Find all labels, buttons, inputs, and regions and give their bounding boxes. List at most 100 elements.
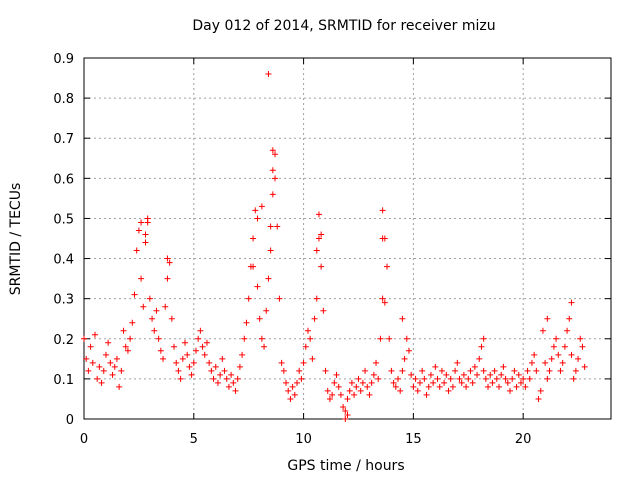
data-point (300, 359, 307, 366)
chart-title: Day 012 of 2014, SRMTID for receiver miz… (192, 18, 495, 34)
data-point (102, 351, 109, 358)
data-point (456, 375, 463, 382)
data-point (298, 375, 305, 382)
data-point (515, 371, 522, 378)
data-point (274, 223, 281, 230)
data-point (496, 383, 503, 390)
data-point (232, 387, 239, 394)
data-point (414, 387, 421, 394)
data-point (344, 395, 351, 402)
data-point (234, 375, 241, 382)
data-point (280, 367, 287, 374)
data-point (254, 215, 261, 222)
data-point (504, 379, 511, 386)
data-point (206, 359, 213, 366)
data-point (116, 383, 123, 390)
data-point (539, 327, 546, 334)
data-point (258, 203, 265, 210)
data-point (342, 416, 349, 422)
data-point (377, 335, 384, 342)
data-point (124, 347, 131, 354)
data-point (351, 391, 358, 398)
data-point (386, 335, 393, 342)
data-point (173, 359, 180, 366)
data-point (480, 335, 487, 342)
data-point (397, 387, 404, 394)
data-point (430, 379, 437, 386)
data-point (256, 315, 263, 322)
data-point (219, 355, 226, 362)
data-point (239, 351, 246, 358)
data-point (553, 335, 560, 342)
data-point (485, 383, 492, 390)
data-point (272, 151, 279, 158)
data-point (252, 207, 259, 214)
data-point (122, 343, 129, 350)
data-point (140, 303, 147, 310)
data-point (269, 191, 276, 198)
data-point (91, 331, 98, 338)
data-point (138, 219, 145, 226)
data-point (423, 391, 430, 398)
y-tick-label: 0.9 (53, 52, 74, 67)
data-point (138, 275, 145, 282)
y-tick-label: 0.4 (53, 253, 74, 268)
data-point (265, 71, 272, 78)
x-tick-label: 10 (295, 432, 312, 447)
data-point (379, 295, 386, 302)
data-point (320, 307, 327, 314)
data-point (326, 395, 333, 402)
data-point (535, 395, 542, 402)
data-point (313, 295, 320, 302)
data-point (100, 367, 107, 374)
data-point (476, 355, 483, 362)
data-point (384, 263, 391, 270)
data-point (581, 363, 588, 370)
data-point (443, 371, 450, 378)
data-point (564, 327, 571, 334)
data-point (416, 379, 423, 386)
data-point (315, 211, 322, 218)
data-point (223, 375, 230, 382)
data-point (267, 223, 274, 230)
data-point (168, 315, 175, 322)
data-point (432, 363, 439, 370)
data-point (276, 295, 283, 302)
data-point (250, 235, 257, 242)
data-point (392, 383, 399, 390)
data-point (217, 371, 224, 378)
data-point (401, 355, 408, 362)
data-point (272, 175, 279, 182)
data-point (447, 375, 454, 382)
data-point (94, 375, 101, 382)
data-point (166, 259, 173, 266)
data-point (111, 363, 118, 370)
data-point (98, 379, 105, 386)
data-point (340, 403, 347, 410)
data-point (379, 235, 386, 242)
data-point (559, 359, 566, 366)
data-point (546, 367, 553, 374)
data-point (531, 351, 538, 358)
data-point (318, 231, 325, 238)
data-point (482, 375, 489, 382)
data-point (449, 383, 456, 390)
data-point (221, 367, 228, 374)
data-point (96, 363, 103, 370)
data-point (313, 247, 320, 254)
data-point (577, 335, 584, 342)
data-point (188, 371, 195, 378)
data-point (388, 367, 395, 374)
data-point (467, 367, 474, 374)
data-point (480, 367, 487, 374)
data-point (228, 371, 235, 378)
data-point (370, 371, 377, 378)
data-point (208, 367, 215, 374)
data-point (568, 299, 575, 306)
data-point (309, 355, 316, 362)
data-point (304, 327, 311, 334)
data-point (390, 379, 397, 386)
data-point (179, 355, 186, 362)
axis-ticks: 0 0.1 0.2 0.3 0.4 0.5 0.6 0.7 0.8 0.9 0 5 10 15 20 (53, 52, 611, 447)
